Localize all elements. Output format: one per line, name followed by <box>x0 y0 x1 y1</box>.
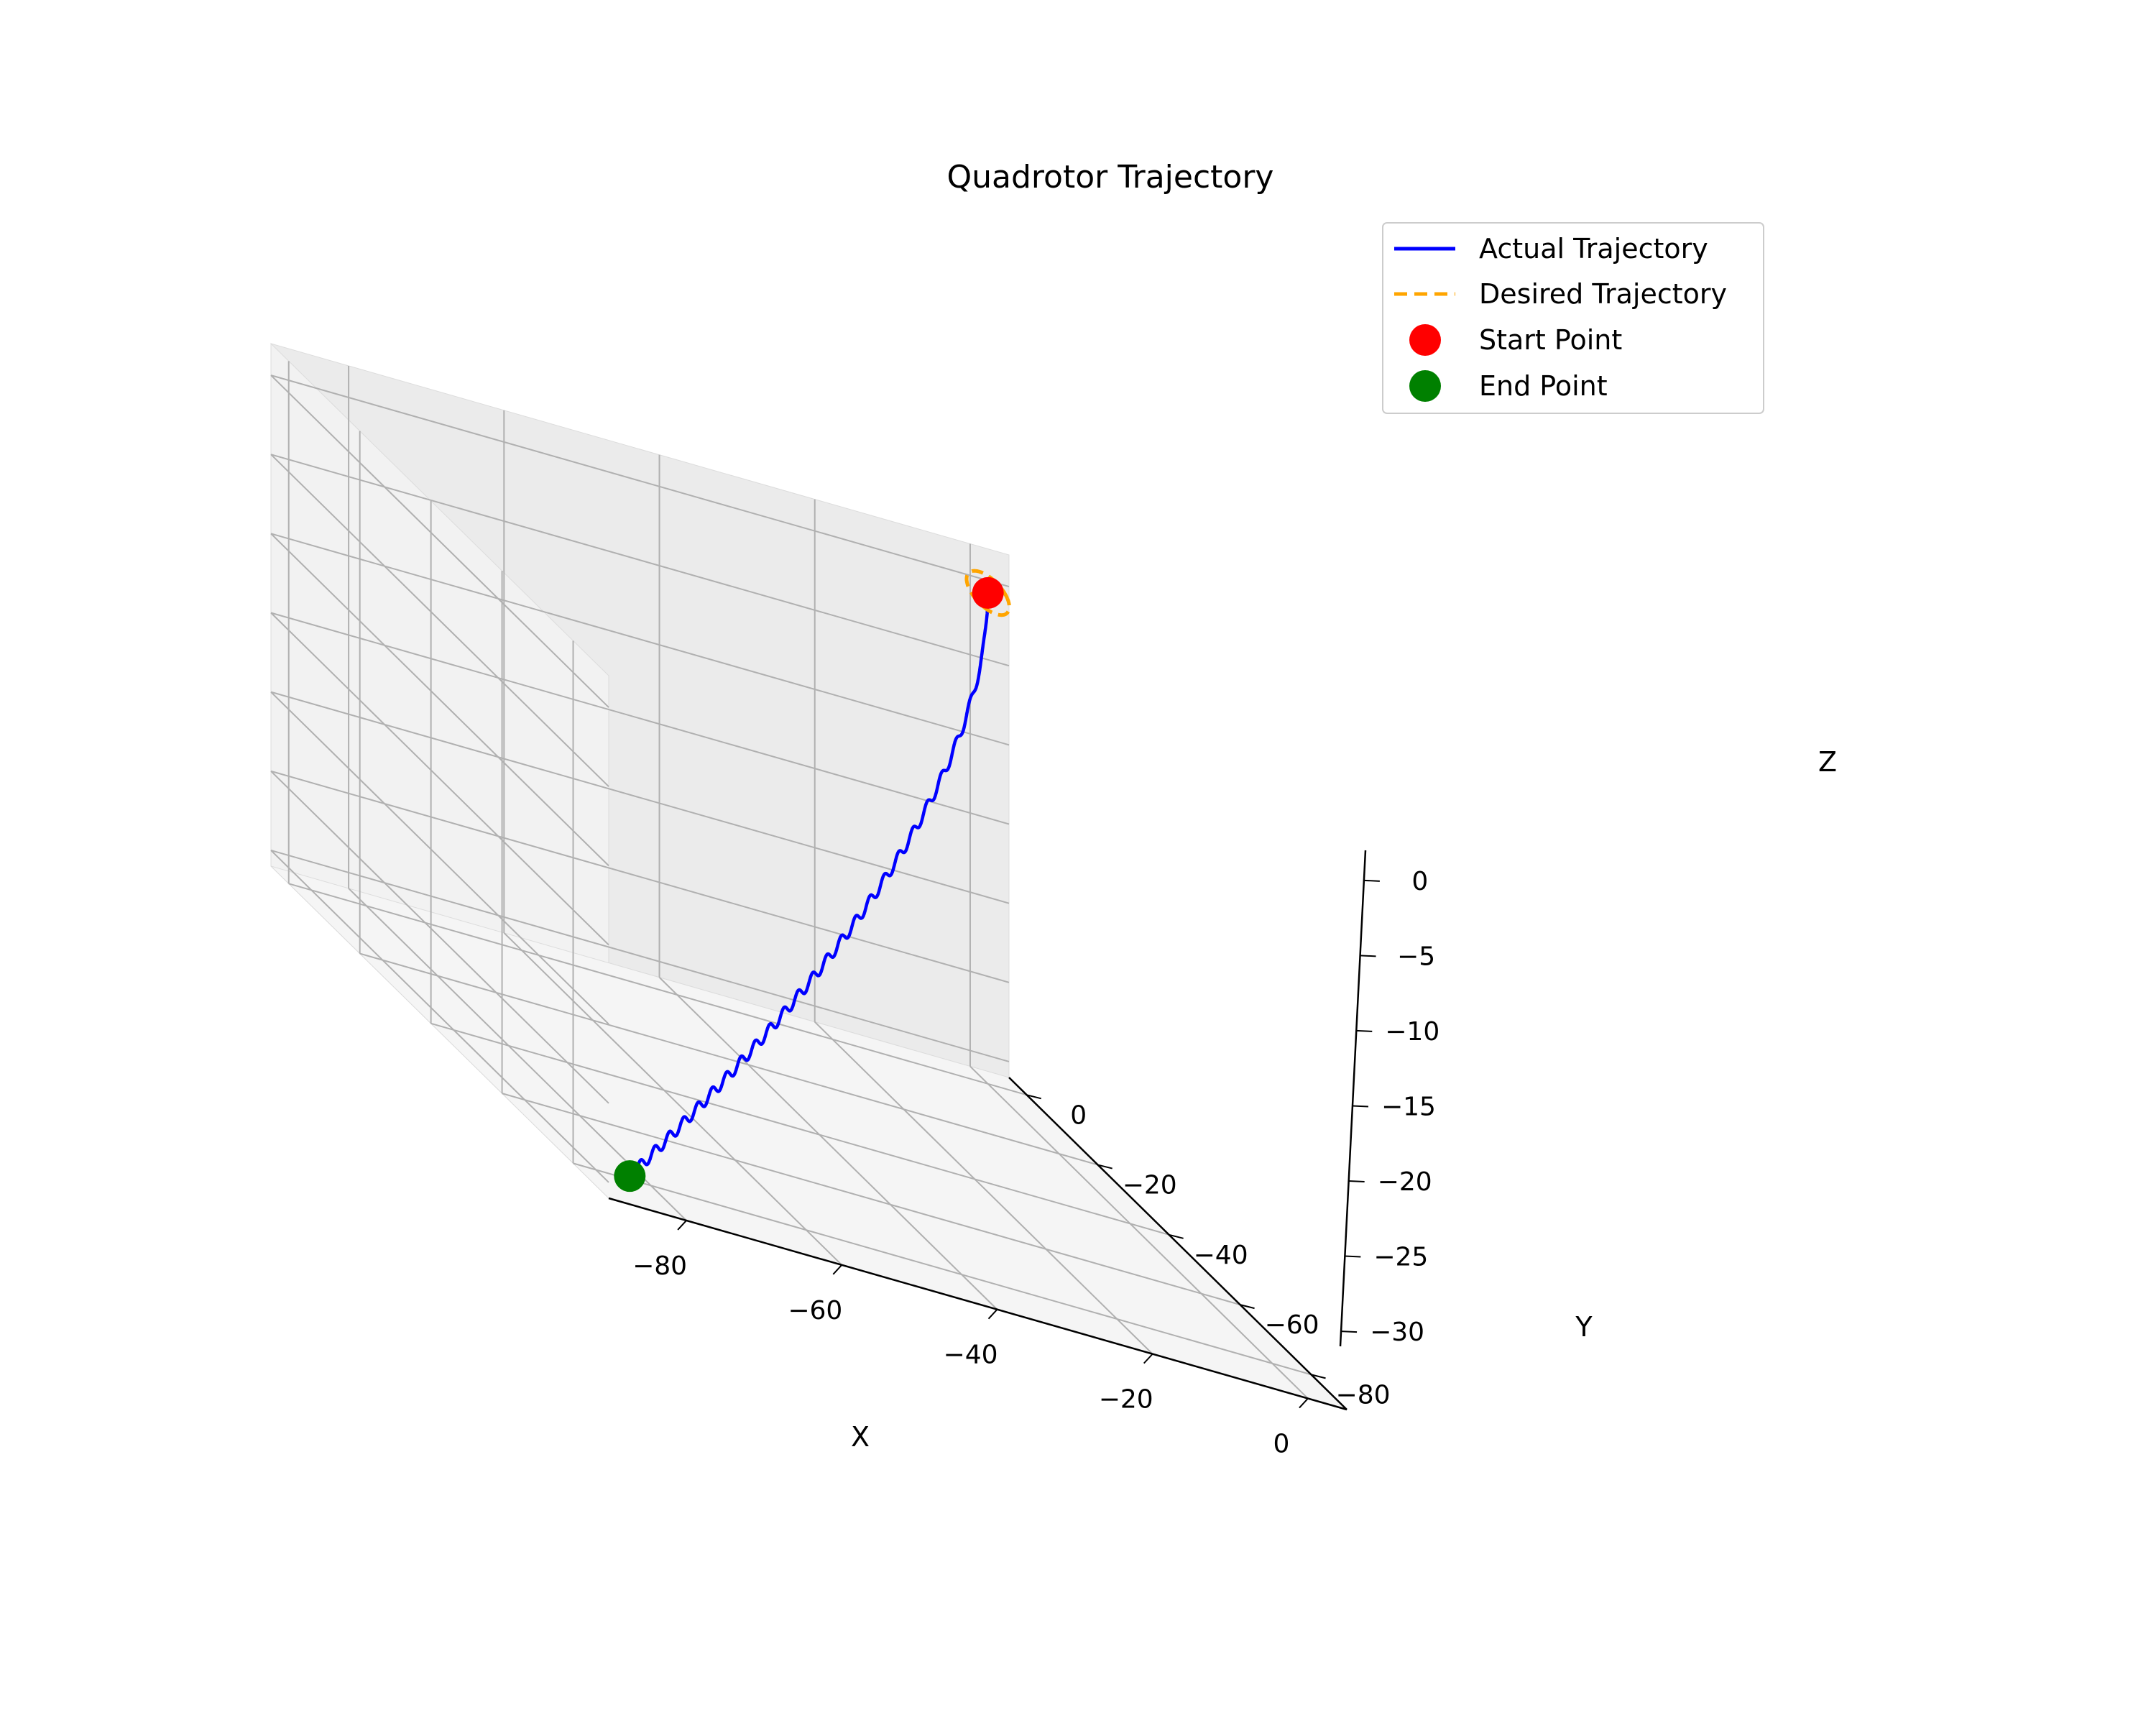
grid-line-z-side <box>270 691 609 1025</box>
grid-line-z-side <box>270 454 609 787</box>
tick-labels: −80 −60 −40 −20 0 0 −20 −40 −60 −80 0 −5 −10 −15 −20 −2… <box>632 867 1439 1459</box>
y-tick <box>1026 1094 1041 1100</box>
z-axis-line <box>1339 850 1367 1347</box>
y-axis-line <box>1008 1077 1348 1410</box>
grid-line-z-side <box>270 374 609 708</box>
grid-line-y-floor <box>430 1022 1169 1236</box>
x-tick-label: −20 <box>1099 1385 1153 1415</box>
z-tick-label: −15 <box>1381 1092 1436 1121</box>
data-markers <box>614 576 1004 1192</box>
y-tick-label: −20 <box>1123 1171 1177 1200</box>
legend-actual-label: Actual Trajectory <box>1479 233 1708 265</box>
grid-line-x-floor <box>969 1065 1309 1400</box>
legend-end-label: End Point <box>1479 370 1608 402</box>
grid-line-z-side <box>270 771 609 1104</box>
x-tick-label: −80 <box>632 1251 687 1281</box>
z-axis-line-dummy <box>1009 555 1347 887</box>
grid-line-z-back <box>270 533 1010 746</box>
grid-line-z-side <box>270 533 609 867</box>
grid-line-z-side <box>270 612 609 946</box>
chart-title: Quadrotor Trajectory <box>947 159 1274 196</box>
z-axis-label: Z <box>1818 746 1837 778</box>
y-axis-label: Y <box>1575 1311 1593 1343</box>
grid-line-y-floor <box>359 952 1098 1166</box>
x-tick <box>1299 1397 1309 1409</box>
end-point-marker <box>614 1160 646 1192</box>
z-tick-label: −5 <box>1397 942 1435 971</box>
grid-line-z-back <box>270 850 1010 1062</box>
y-tick-label: 0 <box>1070 1100 1087 1130</box>
z-tick <box>1345 1255 1361 1258</box>
grid-line-z-back <box>270 691 1010 904</box>
x-tick-label: 0 <box>1273 1430 1289 1459</box>
z-tick-label: −25 <box>1373 1243 1428 1272</box>
z-tick-label: −30 <box>1370 1318 1424 1347</box>
x-tick <box>987 1309 998 1320</box>
y-tick-label: −60 <box>1265 1310 1319 1340</box>
y-tick <box>1240 1304 1255 1310</box>
y-tick <box>1311 1374 1326 1379</box>
x-axis-line <box>608 1197 1348 1411</box>
y-tick <box>1169 1233 1184 1239</box>
actual-trajectory-line <box>628 592 990 1180</box>
grid-line-x-floor <box>814 1021 1153 1355</box>
x-tick <box>677 1220 687 1231</box>
z-tick-label: −10 <box>1385 1017 1439 1047</box>
grid-line-z-back <box>270 770 1010 983</box>
x-tick-label: −60 <box>788 1296 842 1325</box>
legend: Actual Trajectory Desired Trajectory Sta… <box>1382 222 1764 414</box>
grid-line-y-floor <box>573 1162 1312 1376</box>
grid-line-z-back <box>270 454 1010 667</box>
grid-line-z-back <box>270 612 1010 825</box>
legend-start-swatch <box>1409 324 1441 356</box>
y-tick-label: −40 <box>1194 1241 1248 1270</box>
legend-desired-label: Desired Trajectory <box>1479 278 1727 310</box>
axis-lines <box>608 555 1367 1411</box>
z-tick <box>1348 1180 1365 1182</box>
z-tick <box>1360 955 1376 957</box>
legend-end-swatch <box>1409 370 1441 402</box>
z-tick-label: −20 <box>1378 1167 1432 1197</box>
data-series <box>628 569 1011 1180</box>
legend-start-label: Start Point <box>1479 324 1622 356</box>
z-tick <box>1341 1331 1358 1333</box>
x-axis-label: X <box>851 1421 870 1453</box>
y-tick-label: −80 <box>1336 1380 1391 1410</box>
y-tick <box>1097 1164 1112 1169</box>
grid-line-y-floor <box>502 1093 1240 1306</box>
grid-line-z-side <box>270 850 609 1183</box>
grid-lines <box>270 361 1312 1400</box>
start-point-marker <box>972 576 1004 609</box>
grid-line-x-floor <box>658 977 998 1310</box>
z-tick-label: 0 <box>1411 867 1428 896</box>
grid-line-y-floor <box>288 883 1028 1096</box>
x-tick <box>1143 1353 1153 1364</box>
desired-trajectory-line <box>964 569 1011 617</box>
x-tick <box>832 1264 843 1275</box>
x-tick-label: −40 <box>944 1341 998 1370</box>
grid-line-x-floor <box>503 932 843 1266</box>
legend-box <box>1382 222 1764 414</box>
grid-line-z-back <box>270 374 1010 588</box>
